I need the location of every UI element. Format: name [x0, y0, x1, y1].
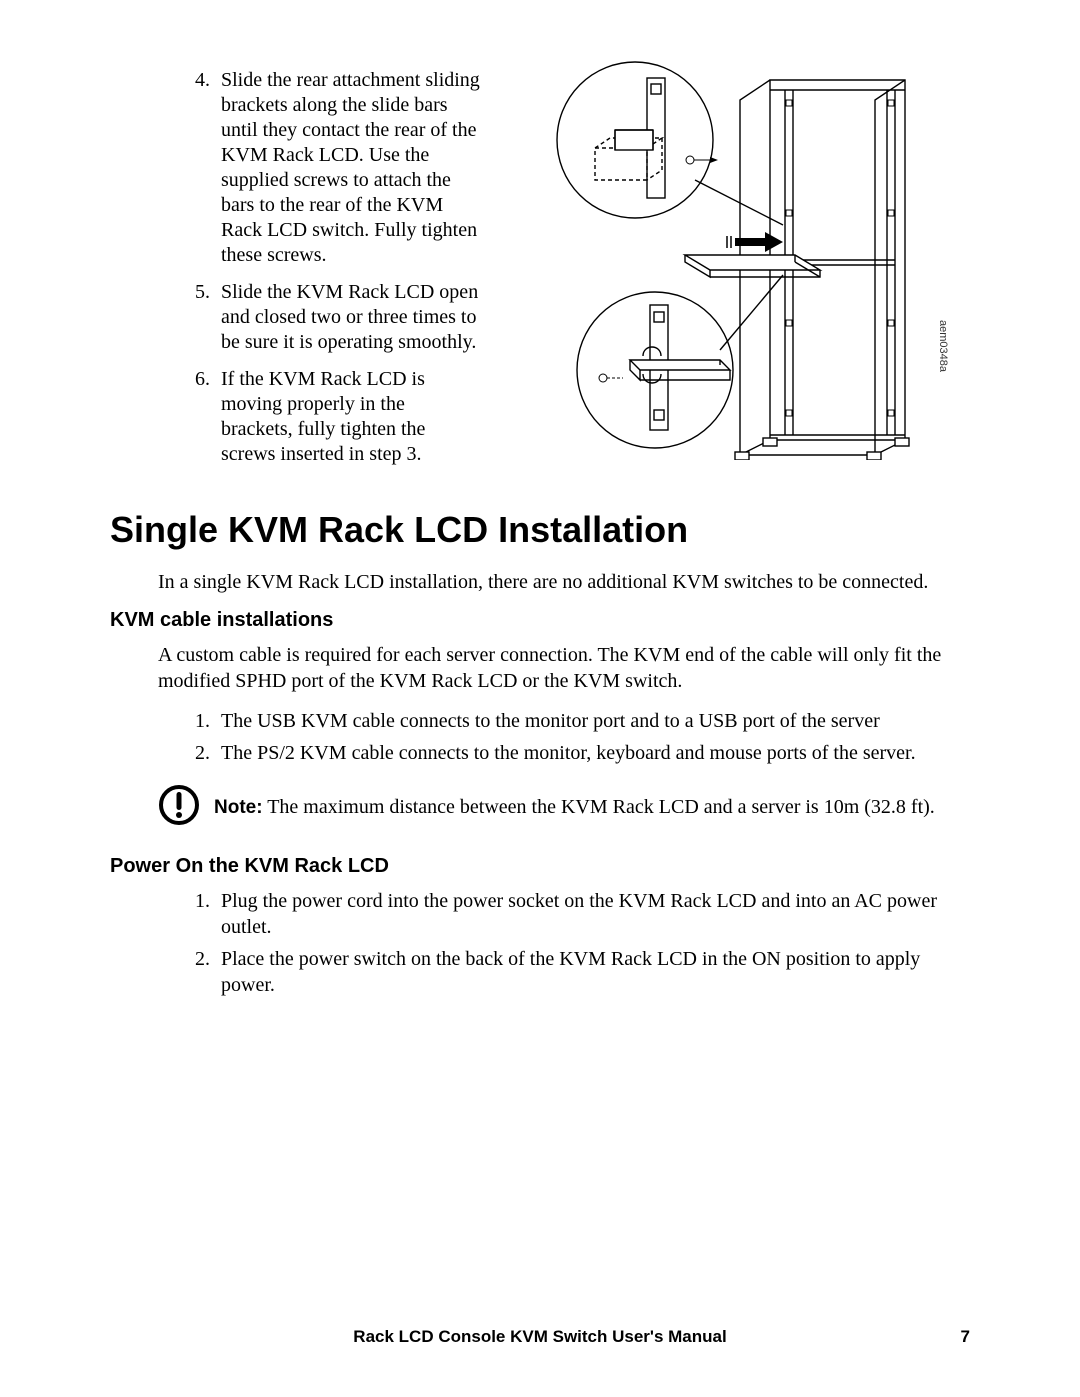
diagram-code-label: aem0348a: [937, 320, 949, 372]
power-on-list: Plug the power cord into the power socke…: [110, 888, 970, 998]
page-footer: Rack LCD Console KVM Switch User's Manua…: [110, 1327, 970, 1347]
step-5: Slide the KVM Rack LCD open and closed t…: [215, 280, 480, 355]
kvm-cable-heading: KVM cable installations: [110, 609, 970, 632]
power-on-heading: Power On the KVM Rack LCD: [110, 855, 970, 878]
kvm-cable-item-2: The PS/2 KVM cable connects to the monit…: [215, 740, 970, 766]
power-on-item-1: Plug the power cord into the power socke…: [215, 888, 970, 940]
kvm-cable-paragraph: A custom cable is required for each serv…: [158, 642, 970, 694]
section-title: Single KVM Rack LCD Installation: [110, 509, 970, 551]
power-on-item-2: Place the power switch on the back of th…: [215, 946, 970, 998]
intro-paragraph: In a single KVM Rack LCD installation, t…: [158, 569, 970, 595]
rack-installation-diagram: aem0348a: [535, 60, 935, 465]
note-label: Note:: [214, 797, 263, 818]
footer-title: Rack LCD Console KVM Switch User's Manua…: [353, 1327, 726, 1347]
step-6: If the KVM Rack LCD is moving properly i…: [215, 367, 480, 467]
kvm-cable-list: The USB KVM cable connects to the monito…: [110, 708, 970, 766]
note-callout: Note: The maximum distance between the K…: [158, 784, 970, 831]
note-text: Note: The maximum distance between the K…: [214, 794, 935, 821]
page-number: 7: [961, 1327, 970, 1347]
kvm-cable-item-1: The USB KVM cable connects to the monito…: [215, 708, 970, 734]
note-body: The maximum distance between the KVM Rac…: [267, 796, 935, 818]
alert-icon: [158, 784, 200, 831]
installation-steps-continued: Slide the rear attachment sliding bracke…: [110, 68, 480, 467]
step-4: Slide the rear attachment sliding bracke…: [215, 68, 480, 268]
